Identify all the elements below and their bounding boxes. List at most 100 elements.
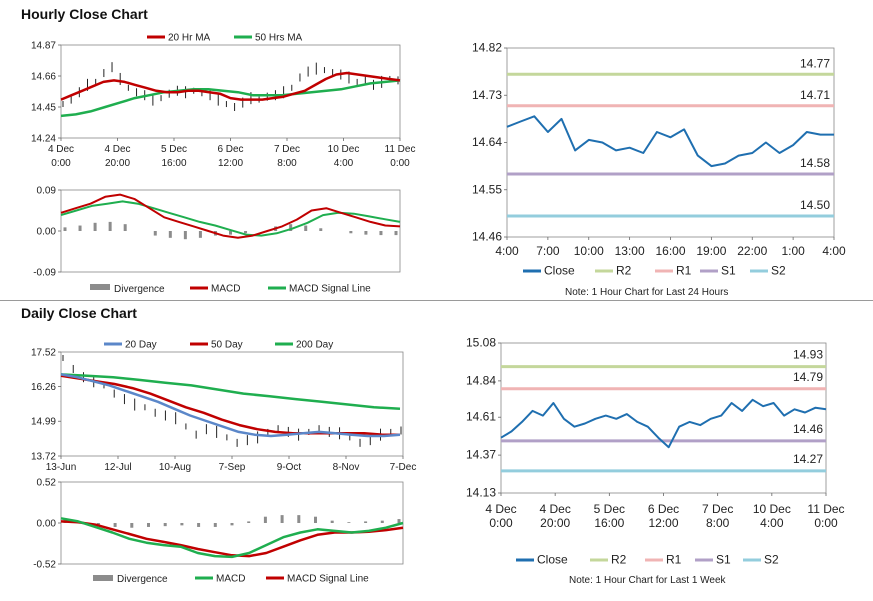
legend-daily-20-label: 20 Day — [125, 340, 157, 351]
hourly-close-y-tick-label: 14.73 — [472, 88, 502, 102]
daily-close-x-tick-label: 0:00 — [814, 516, 838, 530]
hourly-price-y-tick-label: 14.45 — [31, 103, 56, 114]
hourly-price-x-tick-label: 12:00 — [218, 158, 243, 169]
daily-price-y-tick-label: 13.72 — [31, 452, 56, 463]
legend-daily-50-label: 50 Day — [211, 340, 243, 351]
daily-macd-line — [60, 517, 404, 559]
daily-close-x-tick-label: 10 Dec — [753, 502, 791, 516]
hourly-level-r2-label: 14.77 — [800, 56, 830, 70]
hourly-close-frame — [506, 47, 835, 238]
hourly-close-x-tick-label: 1:00 — [781, 244, 805, 258]
hourly-close-y-tick-label: 14.64 — [472, 135, 502, 149]
daily-close-x-tick-label: 8:00 — [706, 516, 730, 530]
daily-price-y-tick-label: 16.26 — [31, 382, 56, 393]
daily-close-x-tick-label: 4 Dec — [539, 502, 570, 516]
hourly-close-x-tick-label: 7:00 — [536, 244, 560, 258]
daily-ma20-line — [60, 373, 401, 438]
hourly-ma20-line — [60, 71, 401, 101]
daily-close-y-tick-label: 14.13 — [466, 486, 496, 500]
hourly-price-x-tick-label: 20:00 — [105, 158, 130, 169]
daily-section-title: Daily Close Chart — [21, 305, 137, 321]
legend-hourly-close-s2-label: S2 — [771, 264, 786, 278]
daily-macd-y-tick-label: -0.52 — [33, 560, 56, 571]
section-divider — [0, 300, 873, 301]
legend-hourly-close-close-label: Close — [544, 264, 575, 278]
daily-close-x-tick-label: 5 Dec — [594, 502, 625, 516]
hourly-macd-y-tick-label: 0.00 — [37, 227, 57, 238]
daily-close-y-tick-label: 15.08 — [466, 336, 496, 350]
legend-daily-close-close-label: Close — [537, 553, 568, 567]
hourly-macd-y-tick-label: -0.09 — [33, 268, 56, 279]
hourly-macd-line — [60, 193, 401, 239]
daily-close-x-tick-label: 20:00 — [540, 516, 570, 530]
legend-daily-divergence-label: Divergence — [117, 574, 168, 585]
legend-daily-200-label: 200 Day — [296, 340, 333, 351]
daily-price-x-tick-label: 13-Jun — [46, 462, 77, 473]
legend-hourly-close-s1-label: S1 — [721, 264, 736, 278]
daily-signal-line — [60, 520, 404, 558]
legend-daily-close-r2-label: R2 — [611, 553, 627, 567]
daily-price-x-tick-label: 10-Aug — [159, 462, 191, 473]
hourly-price-x-tick-label: 10 Dec — [328, 144, 360, 155]
legend-daily-close-r1-label: R1 — [666, 553, 682, 567]
legend-daily-macd-label: MACD — [216, 574, 245, 585]
legend-daily-close-s1-label: S1 — [716, 553, 731, 567]
hourly-price-x-tick-label: 0:00 — [51, 158, 71, 169]
hourly-close-y-tick-label: 14.55 — [472, 182, 502, 196]
hourly-section-title: Hourly Close Chart — [21, 6, 148, 22]
daily-level-s2-label: 14.27 — [793, 452, 823, 466]
daily-price-y-tick-label: 14.99 — [31, 417, 56, 428]
daily-close-line — [500, 398, 827, 449]
hourly-price-x-tick-label: 0:00 — [390, 158, 410, 169]
hourly-price-x-tick-label: 8:00 — [277, 158, 297, 169]
daily-price-y-tick-label: 17.52 — [31, 348, 56, 359]
legend-hourly-divergence-swatch — [90, 284, 110, 290]
hourly-price-x-tick-label: 4 Dec — [48, 144, 74, 155]
hourly-close-x-tick-label: 10:00 — [574, 244, 604, 258]
daily-note: Note: 1 Hour Chart for Last 1 Week — [569, 575, 726, 586]
hourly-price-y-tick-label: 14.87 — [31, 41, 56, 52]
legend-hourly-ma20-label: 20 Hr MA — [168, 33, 211, 44]
daily-level-r2-label: 14.93 — [793, 348, 823, 362]
legend-daily-signal-label: MACD Signal Line — [287, 574, 369, 585]
hourly-price-x-tick-label: 4:00 — [334, 158, 354, 169]
daily-macd-y-tick-label: 0.52 — [37, 478, 57, 489]
daily-macd-y-tick-label: 0.00 — [37, 519, 57, 530]
daily-close-x-tick-label: 4 Dec — [485, 502, 516, 516]
daily-price-x-tick-label: 12-Jul — [104, 462, 131, 473]
daily-price-x-tick-label: 9-Oct — [277, 462, 302, 473]
daily-close-x-tick-label: 4:00 — [760, 516, 784, 530]
hourly-price-x-tick-label: 6 Dec — [217, 144, 243, 155]
hourly-close-x-tick-label: 4:00 — [822, 244, 846, 258]
hourly-signal-line — [60, 200, 401, 237]
legend-daily-divergence-swatch — [93, 575, 113, 581]
daily-ma200-line — [60, 373, 401, 410]
hourly-close-x-tick-label: 16:00 — [655, 244, 685, 258]
legend-daily-close-s2-label: S2 — [764, 553, 779, 567]
hourly-close-y-tick-label: 14.46 — [472, 230, 502, 244]
hourly-close-line — [506, 115, 834, 168]
daily-price-x-tick-label: 7-Sep — [219, 462, 246, 473]
daily-level-r1-label: 14.79 — [793, 370, 823, 384]
legend-hourly-signal-label: MACD Signal Line — [289, 284, 371, 295]
legend-hourly-ma50-label: 50 Hrs MA — [255, 33, 303, 44]
hourly-close-y-tick-label: 14.82 — [472, 41, 502, 55]
hourly-ma50-line — [60, 79, 401, 118]
hourly-note: Note: 1 Hour Chart for Last 24 Hours — [565, 287, 729, 298]
hourly-level-r1-label: 14.71 — [800, 88, 830, 102]
daily-price-x-tick-label: 7-Dec — [390, 462, 417, 473]
legend-hourly-divergence-label: Divergence — [114, 284, 165, 295]
daily-price-x-tick-label: 8-Nov — [333, 462, 360, 473]
daily-close-y-tick-label: 14.84 — [466, 373, 496, 387]
daily-close-y-tick-label: 14.61 — [466, 410, 496, 424]
legend-hourly-close-r2-label: R2 — [616, 264, 632, 278]
legend-hourly-close-r1-label: R1 — [676, 264, 692, 278]
daily-level-s1-label: 14.46 — [793, 422, 823, 436]
daily-close-x-tick-label: 7 Dec — [702, 502, 733, 516]
hourly-price-x-tick-label: 11 Dec — [385, 144, 416, 155]
daily-close-x-tick-label: 12:00 — [648, 516, 678, 530]
hourly-close-x-tick-label: 13:00 — [615, 244, 645, 258]
hourly-price-y-tick-label: 14.66 — [31, 72, 56, 83]
hourly-price-x-tick-label: 16:00 — [161, 158, 186, 169]
